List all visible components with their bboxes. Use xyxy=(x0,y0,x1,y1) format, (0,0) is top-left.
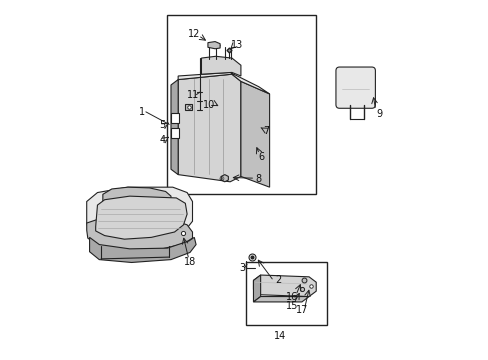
Text: 17: 17 xyxy=(295,305,307,315)
Polygon shape xyxy=(207,41,220,49)
Polygon shape xyxy=(86,218,192,250)
Text: 8: 8 xyxy=(255,174,262,184)
Text: 10: 10 xyxy=(202,100,214,110)
Text: 12: 12 xyxy=(188,30,200,39)
Text: 6: 6 xyxy=(258,152,264,162)
Text: 18: 18 xyxy=(183,257,196,267)
Text: 16: 16 xyxy=(286,292,298,302)
Polygon shape xyxy=(178,74,241,182)
Polygon shape xyxy=(253,297,308,302)
Text: 11: 11 xyxy=(187,90,199,100)
Polygon shape xyxy=(241,81,269,187)
Polygon shape xyxy=(178,72,269,94)
Text: 14: 14 xyxy=(274,331,286,341)
Text: 3: 3 xyxy=(239,263,244,273)
Text: 4: 4 xyxy=(160,135,165,145)
Bar xyxy=(171,128,179,138)
Polygon shape xyxy=(86,187,192,241)
Text: 13: 13 xyxy=(231,40,243,50)
Bar xyxy=(171,113,179,123)
Polygon shape xyxy=(96,196,187,239)
Text: 5: 5 xyxy=(159,121,165,130)
Polygon shape xyxy=(253,275,316,297)
Bar xyxy=(185,104,191,110)
Polygon shape xyxy=(171,80,178,175)
Text: 15: 15 xyxy=(286,301,298,311)
Text: 7: 7 xyxy=(263,126,269,135)
Text: 2: 2 xyxy=(275,275,281,285)
FancyBboxPatch shape xyxy=(335,67,375,108)
Polygon shape xyxy=(89,237,196,262)
Text: 1: 1 xyxy=(138,107,144,117)
Polygon shape xyxy=(201,56,241,76)
Polygon shape xyxy=(221,175,228,182)
Polygon shape xyxy=(253,275,260,302)
Text: $\circledcirc$: $\circledcirc$ xyxy=(218,174,224,183)
Text: 9: 9 xyxy=(375,109,381,119)
Bar xyxy=(167,15,316,194)
Bar xyxy=(246,262,326,325)
Polygon shape xyxy=(102,187,171,211)
